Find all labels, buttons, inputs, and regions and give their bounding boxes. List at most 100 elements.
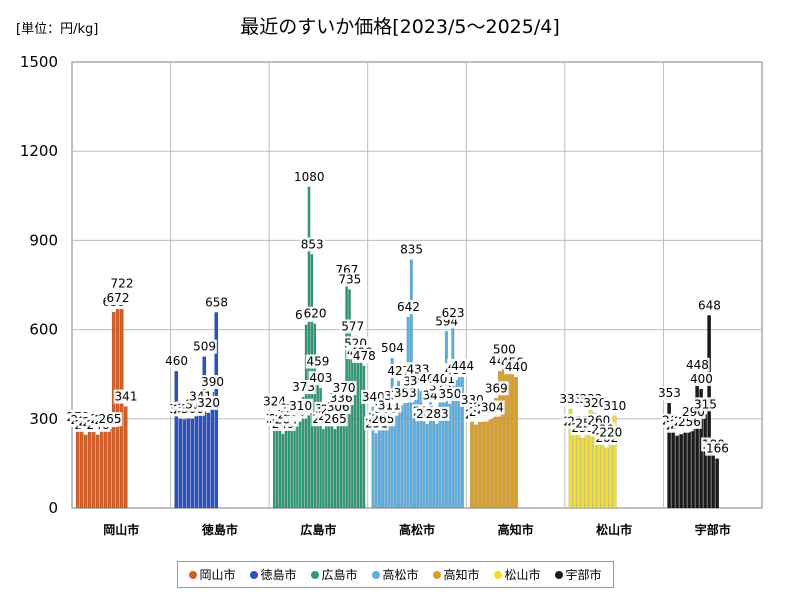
bar — [482, 417, 486, 509]
data-label-bg — [105, 291, 131, 306]
bar — [371, 406, 375, 509]
bar — [494, 398, 498, 509]
data-label: 353 — [394, 386, 417, 400]
data-label: 577 — [341, 319, 364, 333]
bar — [115, 307, 120, 509]
data-label: 341 — [115, 390, 138, 404]
bar — [667, 402, 672, 509]
bar — [319, 387, 322, 509]
data-label: 310 — [603, 399, 626, 413]
bar — [182, 419, 187, 509]
bar — [206, 412, 211, 509]
data-label-bg — [340, 319, 365, 334]
bar — [572, 431, 577, 509]
data-label: 283 — [426, 407, 449, 421]
data-label-bg — [689, 372, 714, 387]
bar — [675, 435, 680, 509]
legend-label: 高松市 — [382, 568, 419, 582]
data-label-bg — [582, 395, 608, 410]
legend-label: 広島市 — [321, 568, 358, 582]
bar — [584, 433, 589, 509]
bar — [695, 374, 700, 509]
data-label: 350 — [438, 387, 461, 401]
data-label-bg — [305, 354, 331, 369]
data-label-bg — [399, 242, 424, 257]
y-tick-label: 900 — [29, 231, 58, 249]
bar — [301, 396, 305, 509]
data-label: 320 — [197, 396, 220, 410]
bar — [298, 415, 302, 509]
bar — [435, 423, 439, 509]
data-label: 390 — [201, 375, 224, 389]
data-label-bg — [97, 412, 123, 427]
data-label: 166 — [706, 442, 729, 456]
data-label-bg — [204, 295, 229, 310]
legend-item: 高松市 — [372, 566, 419, 583]
data-label: 642 — [397, 300, 420, 314]
bar — [510, 372, 514, 509]
data-label: 722 — [111, 276, 134, 290]
data-label: 353 — [658, 386, 681, 400]
data-label: 440 — [505, 360, 528, 374]
legend-item: 徳島市 — [250, 566, 297, 583]
bar — [75, 426, 80, 509]
bar — [287, 424, 291, 509]
legend-item: 岡山市 — [189, 566, 236, 583]
bar — [608, 442, 613, 509]
bar — [419, 390, 423, 509]
data-label: 500 — [493, 342, 516, 356]
data-label: 220 — [599, 426, 622, 440]
bar — [470, 409, 474, 509]
data-label: 672 — [107, 291, 130, 305]
bar — [198, 406, 203, 509]
y-tick-label: 600 — [29, 321, 58, 339]
data-label: 623 — [442, 306, 465, 320]
bar — [278, 428, 282, 509]
bar — [514, 376, 518, 509]
bar — [406, 316, 410, 509]
bar — [307, 186, 311, 509]
bar — [454, 379, 458, 509]
data-label-bg — [558, 391, 584, 406]
legend-label: 宇部市 — [565, 568, 602, 582]
bar — [498, 371, 502, 509]
data-label: 620 — [304, 307, 327, 321]
bar — [356, 361, 360, 509]
data-label-bg — [450, 358, 475, 373]
data-label-bg — [113, 389, 139, 404]
legend-swatch — [189, 570, 198, 579]
legend-label: 松山市 — [504, 568, 541, 582]
data-label-bg — [693, 397, 718, 412]
category-label: 広島市 — [300, 522, 336, 537]
data-label: 265 — [324, 412, 347, 426]
bar — [362, 365, 366, 509]
bar — [715, 458, 720, 509]
bar — [490, 417, 494, 509]
bar — [711, 454, 716, 509]
bar — [397, 380, 401, 509]
bar — [400, 405, 404, 509]
legend-label: 徳島市 — [260, 568, 297, 582]
data-label: 315 — [694, 397, 717, 411]
bar — [275, 428, 279, 509]
bar — [333, 429, 337, 509]
bar — [123, 406, 128, 509]
bar — [336, 416, 340, 509]
bar — [486, 419, 490, 509]
data-label-bg — [293, 169, 326, 184]
unit-label: [単位：円/kg] — [16, 22, 99, 37]
legend-item: 広島市 — [311, 566, 358, 583]
data-label: 444 — [451, 359, 474, 373]
bar — [474, 424, 478, 509]
data-label-bg — [483, 381, 509, 396]
data-label-bg — [109, 276, 135, 291]
bar — [174, 371, 179, 509]
bar — [425, 423, 429, 509]
bar — [381, 429, 385, 509]
category-label: 松山市 — [596, 522, 632, 537]
legend-item: 松山市 — [494, 566, 541, 583]
bar — [79, 429, 84, 509]
bar — [600, 439, 605, 509]
data-label-bg — [192, 339, 217, 354]
